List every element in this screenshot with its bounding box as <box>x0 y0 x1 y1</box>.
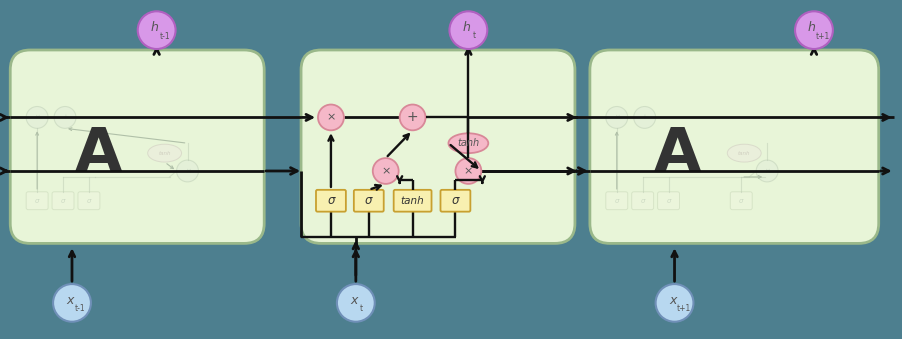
Circle shape <box>795 11 833 49</box>
Text: t: t <box>360 304 363 313</box>
Circle shape <box>177 160 198 182</box>
Text: t-1: t-1 <box>160 32 170 41</box>
Text: ×: × <box>381 166 391 176</box>
Text: tanh: tanh <box>457 138 480 148</box>
Text: ×: × <box>464 166 473 176</box>
FancyBboxPatch shape <box>393 190 431 212</box>
FancyBboxPatch shape <box>631 192 654 210</box>
Circle shape <box>756 160 778 182</box>
Text: A: A <box>74 125 122 184</box>
FancyBboxPatch shape <box>52 192 74 210</box>
Text: +: + <box>641 115 648 120</box>
Text: +: + <box>407 111 419 124</box>
Circle shape <box>318 104 344 130</box>
Text: A: A <box>654 125 701 184</box>
FancyBboxPatch shape <box>354 190 383 212</box>
Text: σ: σ <box>87 198 91 204</box>
Circle shape <box>337 284 374 322</box>
Text: σ: σ <box>35 198 40 204</box>
FancyBboxPatch shape <box>606 192 628 210</box>
Text: tanh: tanh <box>738 151 750 156</box>
Circle shape <box>449 11 487 49</box>
Text: h: h <box>807 21 815 34</box>
Text: σ: σ <box>667 198 671 204</box>
Text: σ: σ <box>640 198 645 204</box>
Text: tanh: tanh <box>400 196 425 206</box>
Text: x: x <box>67 294 74 307</box>
Text: ×: × <box>34 115 40 120</box>
Text: σ: σ <box>60 198 65 204</box>
Text: h: h <box>151 21 158 34</box>
Circle shape <box>373 158 399 184</box>
FancyBboxPatch shape <box>26 192 48 210</box>
Text: ×: × <box>185 168 190 174</box>
Text: x: x <box>669 294 676 307</box>
Circle shape <box>53 284 91 322</box>
Text: t: t <box>473 31 476 40</box>
Circle shape <box>400 104 426 130</box>
Text: σ: σ <box>365 194 373 207</box>
Ellipse shape <box>448 133 488 153</box>
FancyBboxPatch shape <box>316 190 345 212</box>
Circle shape <box>656 284 694 322</box>
Text: ×: × <box>764 168 770 174</box>
Circle shape <box>138 11 176 49</box>
Text: t-1: t-1 <box>75 304 86 313</box>
Text: x: x <box>350 294 358 307</box>
Circle shape <box>606 106 628 128</box>
FancyBboxPatch shape <box>658 192 679 210</box>
Text: t+1: t+1 <box>676 304 691 313</box>
FancyBboxPatch shape <box>731 192 752 210</box>
Text: t+1: t+1 <box>815 32 830 41</box>
Ellipse shape <box>727 144 761 162</box>
FancyBboxPatch shape <box>301 50 575 243</box>
Text: +: + <box>62 115 68 120</box>
Text: ×: × <box>327 113 336 122</box>
Text: σ: σ <box>614 198 619 204</box>
Circle shape <box>456 158 482 184</box>
Text: σ: σ <box>739 198 743 204</box>
Ellipse shape <box>148 144 181 162</box>
Text: ×: × <box>614 115 620 120</box>
Circle shape <box>54 106 76 128</box>
Circle shape <box>26 106 48 128</box>
Circle shape <box>634 106 656 128</box>
Text: tanh: tanh <box>159 151 170 156</box>
Text: σ: σ <box>452 194 459 207</box>
FancyBboxPatch shape <box>590 50 879 243</box>
FancyBboxPatch shape <box>10 50 264 243</box>
Text: h: h <box>463 21 471 35</box>
FancyBboxPatch shape <box>440 190 470 212</box>
Text: σ: σ <box>327 194 335 207</box>
FancyBboxPatch shape <box>78 192 100 210</box>
